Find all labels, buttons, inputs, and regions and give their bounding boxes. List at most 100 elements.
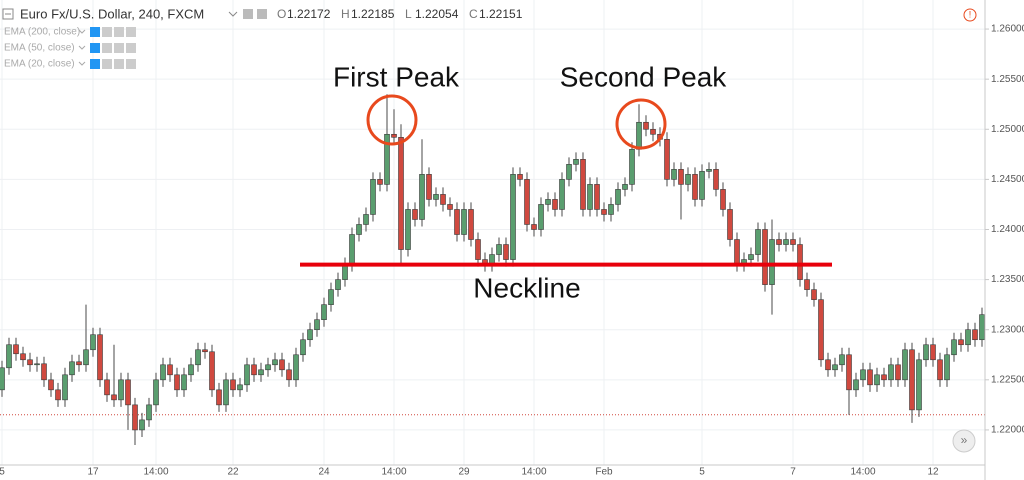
candle-body — [174, 374, 180, 391]
candle-body — [237, 384, 243, 391]
alert-icon[interactable] — [963, 8, 977, 22]
candle-body — [930, 344, 936, 361]
x-tick-label: 5 — [0, 467, 5, 478]
ohlc-value: 1.22151 — [479, 7, 523, 21]
candle-body — [832, 364, 838, 371]
candle-body — [734, 239, 740, 265]
ohlc-label: L — [405, 7, 412, 21]
candle-body — [902, 349, 908, 381]
candle-body — [279, 359, 285, 371]
candle-body — [797, 244, 803, 280]
candle-body — [76, 361, 82, 366]
indicator-button[interactable] — [126, 43, 136, 53]
first-peak-circle — [366, 94, 418, 146]
scroll-button[interactable] — [952, 429, 976, 453]
candle-body — [419, 174, 425, 220]
candle-body — [153, 379, 159, 406]
candle-body — [314, 319, 320, 331]
ohlc-value: 1.22054 — [415, 7, 459, 21]
candle-body — [923, 344, 929, 361]
candle-body — [678, 169, 684, 185]
x-tick-label: 29 — [458, 467, 470, 478]
indicator-button[interactable] — [114, 59, 124, 69]
x-tick-label: 7 — [790, 467, 796, 478]
candle-body — [195, 349, 201, 366]
indicator-button[interactable] — [126, 27, 136, 37]
collapse-icon[interactable] — [2, 8, 14, 20]
candle-body — [230, 379, 236, 391]
symbol-title: Euro Fx/U.S. Dollar, 240, FXCM — [20, 6, 204, 21]
candle-body — [188, 364, 194, 376]
candle-body — [650, 128, 656, 135]
candle-body — [251, 364, 257, 376]
candle-body — [664, 138, 670, 180]
candle-body — [265, 364, 271, 371]
candle-body — [328, 289, 334, 305]
candle-body — [608, 204, 614, 215]
candle-body — [783, 239, 789, 245]
candle-body — [671, 169, 677, 180]
indicator-button[interactable] — [114, 43, 124, 53]
candle-body — [552, 199, 558, 210]
candle-body — [83, 349, 89, 366]
indicator-button[interactable] — [102, 43, 112, 53]
candle-body — [755, 229, 761, 255]
x-tick-label: 14:00 — [850, 467, 875, 478]
candle-body — [629, 149, 635, 185]
candle-body — [748, 254, 754, 260]
candle-body — [209, 351, 215, 391]
x-tick-label: 24 — [318, 467, 330, 478]
x-tick-label: Feb — [595, 467, 613, 478]
candle-body — [727, 209, 733, 240]
candle-body — [713, 169, 719, 190]
candle-body — [510, 174, 516, 260]
candle-body — [356, 224, 362, 235]
candle-body — [433, 194, 439, 200]
indicator-button[interactable] — [114, 27, 124, 37]
indicator-button[interactable] — [102, 27, 112, 37]
candle-body — [531, 224, 537, 230]
candle-body — [846, 354, 852, 391]
indicator-menu — [78, 61, 86, 66]
indicator-legend: EMA (200, close) EMA (50, close) EMA (20, … — [4, 27, 136, 70]
y-tick-label: 1.22500 — [991, 374, 1024, 385]
candle-body — [258, 369, 264, 376]
candle-body — [916, 359, 922, 411]
indicator-name: EMA (200, close) — [4, 27, 80, 38]
candle-body — [762, 229, 768, 285]
candle-body — [825, 359, 831, 371]
candle-body — [118, 379, 124, 401]
candle-body — [216, 389, 222, 406]
candle-body — [111, 394, 117, 401]
indicator-button[interactable] — [90, 43, 100, 53]
candle-body — [0, 367, 5, 391]
indicator-button[interactable] — [102, 59, 112, 69]
x-tick-label: 22 — [227, 467, 239, 478]
candle-body — [804, 279, 810, 290]
alert-icon-mark: ! — [969, 9, 972, 19]
candle-body — [475, 239, 481, 260]
candle-body — [587, 184, 593, 210]
indicator-button[interactable] — [90, 59, 100, 69]
candle-body — [909, 349, 915, 411]
candle-body — [34, 363, 40, 366]
settings-icon[interactable] — [243, 9, 253, 19]
symbol-menu[interactable] — [228, 11, 238, 17]
candle-body — [706, 169, 712, 172]
candle-body — [566, 164, 572, 180]
indicator-name: EMA (50, close) — [4, 43, 75, 54]
indicator-button[interactable] — [126, 59, 136, 69]
candle-body — [580, 159, 586, 210]
candle-body — [888, 364, 894, 381]
indicator-button[interactable] — [90, 27, 100, 37]
candle-body — [965, 329, 971, 346]
candle-body — [391, 133, 397, 138]
candle-body — [342, 264, 348, 280]
candle-body — [139, 419, 145, 431]
candle-body — [244, 364, 250, 386]
candle-body — [790, 239, 796, 245]
y-tick-label: 1.24500 — [991, 174, 1024, 185]
candle-body — [951, 339, 957, 356]
close-icon[interactable] — [257, 9, 267, 19]
